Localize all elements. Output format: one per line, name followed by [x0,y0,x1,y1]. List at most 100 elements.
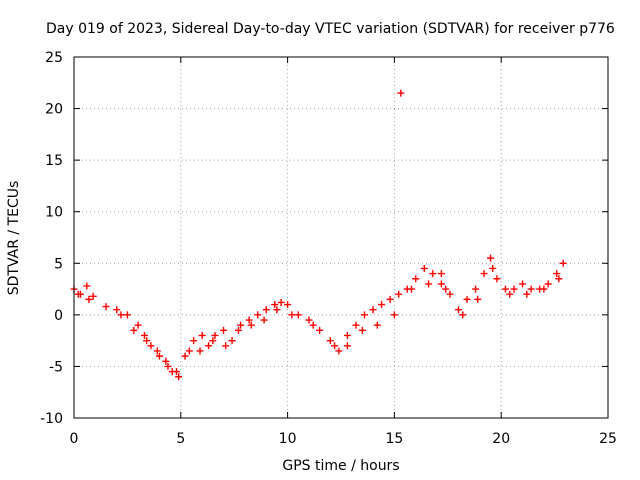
data-point [271,301,279,309]
y-tick-label: 0 [54,308,63,324]
data-point [463,295,471,303]
data-point [175,373,183,381]
data-point [501,285,509,293]
data-point [153,347,161,355]
y-tick-label: 10 [45,205,63,221]
data-point [474,295,482,303]
data-point [209,337,217,345]
data-point [472,285,480,293]
data-point [74,290,82,298]
data-point [343,342,351,350]
data-point [147,342,155,350]
data-point [85,295,93,303]
x-tick-label: 20 [492,431,510,447]
data-point [553,270,561,278]
data-point [130,326,138,334]
data-point [155,352,163,360]
x-tick-label: 5 [176,431,185,447]
data-point [247,321,255,329]
x-tick-label: 25 [599,431,617,447]
data-point [205,342,213,350]
data-point [493,275,501,283]
data-point [487,254,495,262]
data-point [429,270,437,278]
data-point [527,285,535,293]
data-point [360,311,368,319]
data-point [437,270,445,278]
data-point [164,362,172,370]
data-point [83,282,91,290]
data-point [140,331,148,339]
data-point [437,280,445,288]
data-point [555,275,563,283]
data-points [70,89,567,381]
data-point [211,331,219,339]
y-axis-label: SDTVAR / TECUs [6,181,22,296]
data-point [358,326,366,334]
data-point [254,311,262,319]
data-point [305,316,313,324]
data-point [117,311,125,319]
data-point [262,306,270,314]
y-tick-label: 25 [45,50,63,66]
data-point [143,337,151,345]
data-point [454,306,462,314]
data-point [123,311,131,319]
x-tick-label: 0 [70,431,79,447]
data-point [134,321,142,329]
data-point [228,337,236,345]
data-point [245,316,253,324]
y-tick-label: -5 [49,359,63,375]
y-tick-label: 15 [45,153,63,169]
data-point [425,280,433,288]
data-point [222,342,230,350]
data-point [559,259,567,267]
data-point [407,285,415,293]
data-point [196,347,204,355]
data-point [198,331,206,339]
data-point [260,316,268,324]
data-point [331,342,339,350]
data-point [294,311,302,319]
tick-labels: 0 5 10 15 20 25 -10 -5 0 5 10 15 20 25 [40,50,617,447]
data-point [390,311,398,319]
data-point [237,321,245,329]
data-point [173,368,181,376]
data-point [335,347,343,355]
data-point [220,326,228,334]
data-point [523,290,531,298]
y-tick-label: 20 [45,102,63,118]
plot-frame [73,56,609,419]
data-point [113,306,121,314]
data-point [420,264,428,272]
data-point [395,290,403,298]
y-tick-label: 5 [54,256,63,272]
data-point [234,326,242,334]
data-point [544,280,552,288]
x-tick-label: 10 [279,431,297,447]
data-point [412,275,420,283]
data-point [309,321,317,329]
data-point [273,306,281,314]
data-point [284,301,292,309]
data-point [288,311,296,319]
data-point [489,264,497,272]
data-point [519,280,527,288]
data-point [378,301,386,309]
data-point [480,270,488,278]
data-point [326,337,334,345]
data-point [102,303,110,311]
data-point [373,321,381,329]
grid-lines [73,56,609,419]
data-point [316,326,324,334]
data-point [89,292,97,300]
data-point [181,352,189,360]
data-point [397,89,405,97]
data-point [343,331,351,339]
data-point [446,290,454,298]
data-point [277,298,285,306]
data-point [540,285,548,293]
y-tick-label: -10 [40,411,63,427]
data-point [352,321,360,329]
